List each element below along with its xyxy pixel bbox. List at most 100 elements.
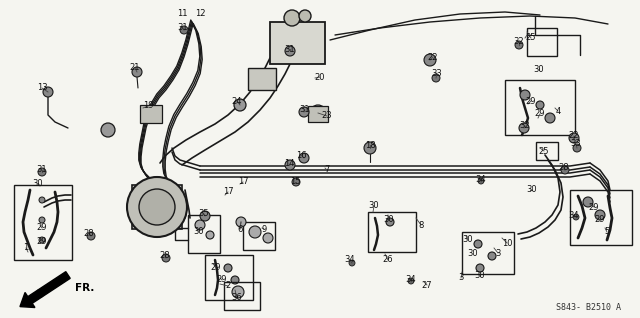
Text: 34: 34 — [569, 211, 579, 219]
Bar — [505, 80, 575, 135]
Circle shape — [299, 10, 311, 22]
Circle shape — [127, 177, 187, 237]
Text: 34: 34 — [345, 255, 355, 265]
Text: 6: 6 — [237, 225, 243, 233]
Bar — [188, 215, 220, 253]
Text: 29: 29 — [595, 216, 605, 225]
Text: 27: 27 — [422, 280, 432, 289]
Text: 3: 3 — [495, 248, 500, 258]
Circle shape — [515, 41, 523, 49]
Circle shape — [595, 210, 605, 220]
Text: 29: 29 — [589, 203, 599, 211]
Text: 29: 29 — [217, 275, 227, 285]
Circle shape — [39, 197, 45, 203]
Circle shape — [232, 286, 244, 298]
Bar — [462, 232, 514, 274]
Text: 28: 28 — [84, 229, 94, 238]
Circle shape — [39, 217, 45, 223]
Text: S843- B2510 A: S843- B2510 A — [556, 303, 621, 313]
Bar — [224, 282, 260, 310]
Circle shape — [299, 153, 309, 163]
Circle shape — [408, 278, 414, 284]
Text: 30: 30 — [534, 66, 544, 74]
Circle shape — [583, 197, 593, 207]
Circle shape — [488, 252, 496, 260]
Bar — [270, 22, 325, 64]
Circle shape — [478, 178, 484, 184]
Bar — [140, 105, 162, 123]
Circle shape — [39, 237, 45, 243]
Bar — [308, 106, 328, 122]
Text: 13: 13 — [36, 84, 47, 93]
Circle shape — [310, 105, 326, 121]
Text: 30: 30 — [33, 178, 44, 188]
Circle shape — [263, 233, 273, 243]
Bar — [368, 212, 416, 252]
Bar — [14, 185, 72, 260]
Bar — [248, 68, 276, 90]
Circle shape — [349, 260, 355, 266]
Circle shape — [43, 87, 53, 97]
Circle shape — [285, 46, 295, 56]
Text: 30: 30 — [369, 202, 380, 211]
Circle shape — [101, 123, 115, 137]
Text: 29: 29 — [36, 224, 47, 232]
Circle shape — [573, 144, 581, 152]
Circle shape — [234, 99, 246, 111]
Bar — [536, 142, 558, 160]
Text: 36: 36 — [232, 294, 243, 302]
Circle shape — [231, 276, 239, 284]
Circle shape — [224, 264, 232, 272]
Text: 28: 28 — [559, 163, 570, 172]
Text: 8: 8 — [419, 220, 424, 230]
Text: 33: 33 — [571, 140, 581, 149]
Circle shape — [569, 133, 579, 143]
Circle shape — [386, 218, 394, 226]
Text: 30: 30 — [463, 234, 474, 244]
Text: 30: 30 — [475, 272, 485, 280]
Text: 24: 24 — [232, 96, 243, 106]
Text: 15: 15 — [290, 177, 300, 186]
Text: 34: 34 — [406, 275, 416, 285]
Text: 9: 9 — [261, 225, 267, 233]
Text: 1: 1 — [24, 244, 29, 252]
Text: 30: 30 — [468, 248, 478, 258]
Circle shape — [38, 168, 46, 176]
Text: 17: 17 — [223, 188, 234, 197]
Text: 35: 35 — [198, 210, 209, 218]
Text: 25: 25 — [539, 147, 549, 156]
Text: 20: 20 — [315, 73, 325, 81]
Circle shape — [87, 232, 95, 240]
Circle shape — [364, 142, 376, 154]
Bar — [243, 222, 275, 250]
Circle shape — [249, 226, 261, 238]
Text: 31: 31 — [36, 165, 47, 175]
Text: 30: 30 — [384, 216, 394, 225]
Text: 33: 33 — [431, 68, 442, 78]
Text: 16: 16 — [296, 150, 307, 160]
Text: 32: 32 — [514, 38, 524, 46]
Text: 10: 10 — [502, 238, 512, 247]
Circle shape — [519, 123, 529, 133]
Circle shape — [236, 217, 246, 227]
Text: FR.: FR. — [75, 283, 94, 293]
Text: 22: 22 — [569, 132, 579, 141]
Circle shape — [132, 67, 142, 77]
Circle shape — [476, 264, 484, 272]
Text: 29: 29 — [535, 109, 545, 119]
Circle shape — [292, 178, 300, 186]
Text: 4: 4 — [556, 107, 561, 115]
Text: 26: 26 — [383, 255, 394, 265]
Text: 3: 3 — [458, 273, 464, 282]
Circle shape — [285, 160, 295, 170]
Bar — [205, 255, 253, 300]
Bar — [527, 28, 557, 56]
Circle shape — [424, 54, 436, 66]
Text: 29: 29 — [525, 96, 536, 106]
Text: 7: 7 — [324, 165, 330, 175]
Circle shape — [474, 240, 482, 248]
Text: 30: 30 — [527, 185, 538, 195]
Circle shape — [561, 166, 569, 174]
Text: 21: 21 — [130, 64, 140, 73]
Circle shape — [536, 101, 544, 109]
